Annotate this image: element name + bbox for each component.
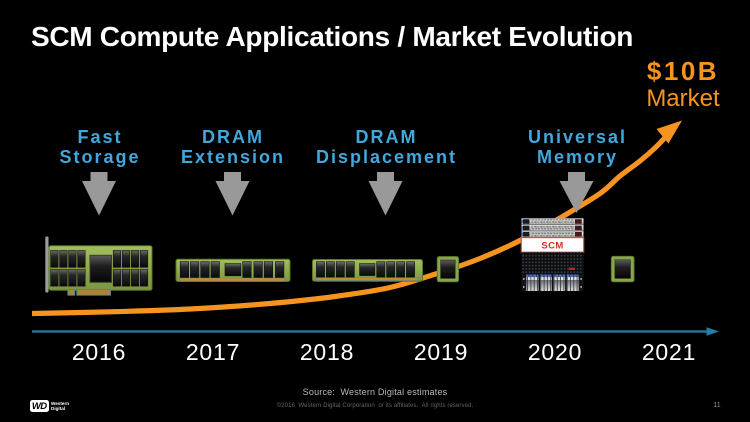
svg-text:SCM: SCM — [541, 240, 563, 251]
